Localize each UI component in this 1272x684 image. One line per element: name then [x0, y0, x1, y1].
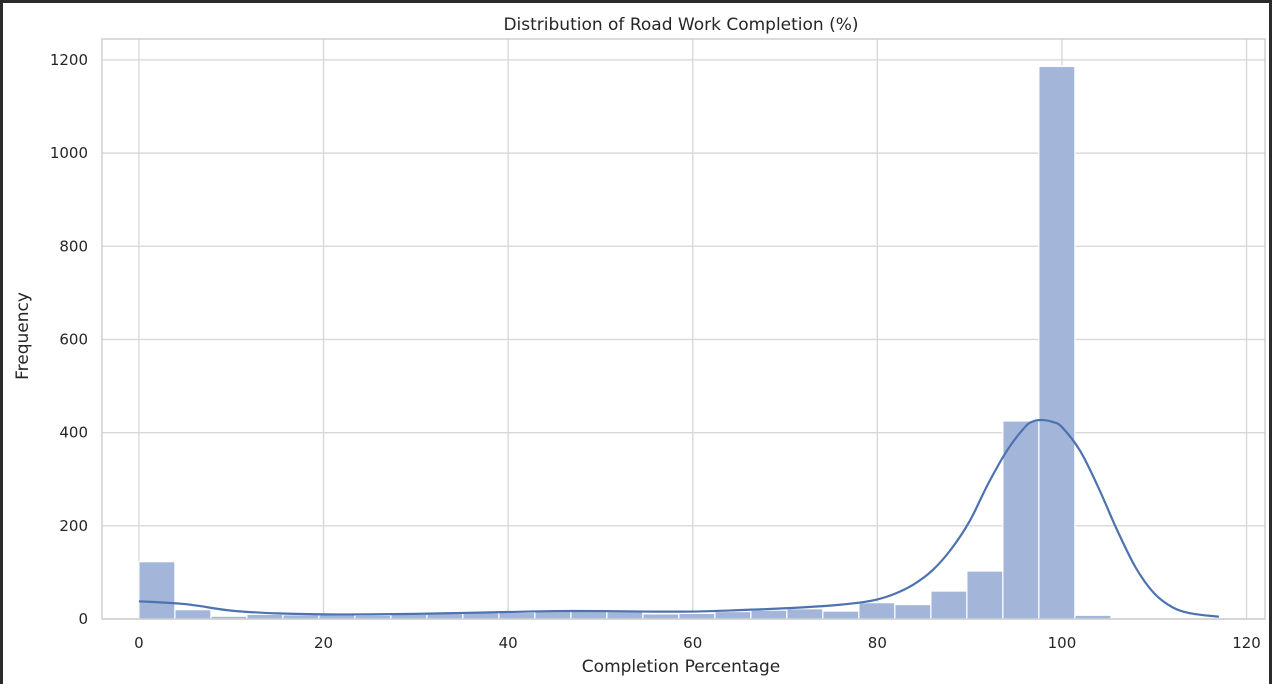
y-tick-label: 1000	[50, 144, 88, 162]
y-tick-label: 0	[78, 610, 88, 628]
histogram-bar	[642, 613, 680, 620]
y-tick-labels: 0 200 400 600 800 1000 1200	[50, 51, 88, 628]
histogram-bar	[678, 612, 716, 620]
histogram-bar	[714, 610, 752, 620]
histogram-chart: 0 20 40 60 80 100 120 0 200 400 600 800 1000 1200 Di…	[13, 15, 1266, 677]
histogram-bar	[858, 602, 896, 620]
grid-lines	[102, 39, 1265, 620]
x-tick-label: 20	[314, 634, 333, 652]
x-tick-label: 80	[868, 634, 887, 652]
histogram-bar	[1038, 65, 1076, 620]
histogram-bar	[1002, 420, 1040, 620]
plot-border	[101, 38, 1266, 620]
histogram-bars	[138, 65, 1112, 620]
x-axis-label: Completion Percentage	[582, 657, 780, 677]
histogram-bar	[822, 610, 860, 620]
histogram-bar	[894, 603, 932, 620]
y-tick-label: 200	[59, 517, 88, 535]
x-tick-label: 40	[499, 634, 518, 652]
histogram-bar	[750, 609, 788, 620]
y-tick-label: 800	[59, 237, 88, 255]
y-tick-label: 600	[59, 330, 88, 348]
chart-title: Distribution of Road Work Completion (%)	[503, 15, 858, 35]
x-tick-label: 60	[683, 634, 702, 652]
kde-line	[138, 418, 1219, 618]
histogram-bar	[930, 590, 968, 620]
y-axis-label: Frequency	[13, 292, 33, 380]
chart-frame: 0 20 40 60 80 100 120 0 200 400 600 800 1000 1200 Di…	[3, 3, 1269, 684]
x-tick-labels: 0 20 40 60 80 100 120	[134, 634, 1261, 652]
x-tick-label: 120	[1232, 634, 1261, 652]
histogram-bar	[498, 611, 536, 620]
y-tick-label: 1200	[50, 51, 88, 69]
histogram-bar	[138, 561, 176, 620]
histogram-bar	[570, 610, 608, 620]
x-tick-label: 0	[134, 634, 144, 652]
histogram-bar	[606, 610, 644, 620]
y-tick-label: 400	[59, 424, 88, 442]
histogram-bar	[966, 570, 1004, 620]
histogram-bar	[174, 609, 212, 620]
kde-curve-group	[138, 418, 1219, 618]
histogram-bar	[786, 608, 824, 620]
x-tick-label: 100	[1048, 634, 1077, 652]
